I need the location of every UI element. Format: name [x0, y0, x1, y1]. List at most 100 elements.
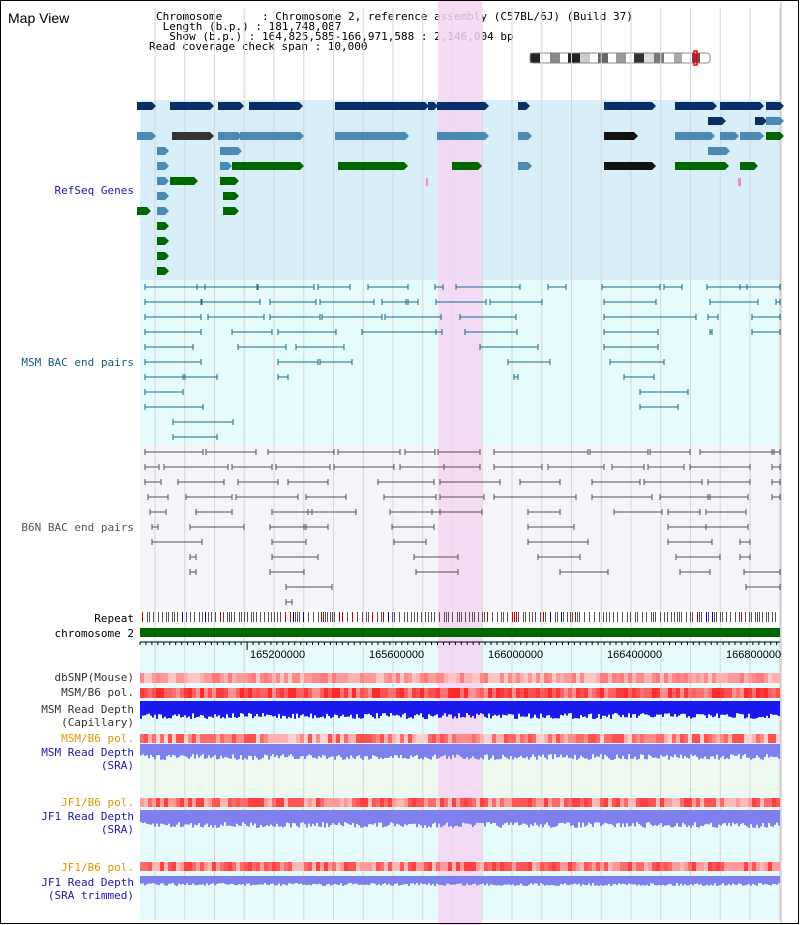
depth-bar	[584, 701, 586, 717]
depth-bar	[524, 744, 526, 759]
gene-strand-arrow	[235, 207, 239, 215]
depth-bar	[476, 744, 478, 760]
repeat-element	[686, 612, 687, 622]
depth-bar	[518, 701, 520, 714]
depth-bar	[240, 876, 242, 885]
heat-cell	[624, 688, 628, 698]
ideogram-band	[654, 53, 664, 63]
repeat-element	[444, 612, 445, 622]
depth-bar	[370, 701, 372, 716]
depth-bar	[658, 701, 660, 715]
depth-bar	[214, 876, 216, 886]
repeat-element	[394, 612, 395, 622]
repeat-element	[630, 612, 631, 622]
refseq-gene	[223, 192, 235, 200]
depth-bar	[380, 876, 382, 886]
depth-bar	[530, 744, 532, 758]
depth-bar	[666, 744, 668, 755]
depth-bar	[752, 701, 754, 719]
depth-bar	[380, 701, 382, 716]
depth-bar	[144, 876, 146, 886]
ideogram-band	[626, 53, 634, 63]
depth-bar	[374, 876, 376, 884]
depth-bar	[310, 810, 312, 827]
heat-cell	[640, 688, 644, 698]
heat-cell	[364, 734, 368, 743]
depth-bar	[440, 810, 442, 828]
heat-cell	[604, 734, 608, 743]
ideogram-position-marker[interactable]	[693, 50, 698, 66]
depth-bar	[688, 810, 690, 826]
depth-bar	[406, 744, 408, 759]
heat-cell	[720, 734, 724, 743]
heat-cell	[588, 798, 592, 807]
heat-cell	[580, 673, 584, 683]
depth-bar	[146, 810, 148, 824]
heat-cell	[560, 688, 564, 698]
depth-bar	[496, 744, 498, 760]
depth-bar	[700, 744, 702, 759]
heat-cell	[176, 673, 180, 683]
heat-cell	[772, 862, 776, 871]
depth-bar	[262, 744, 264, 758]
repeat-element	[327, 612, 328, 622]
heat-cell	[504, 734, 508, 743]
heat-cell	[216, 798, 220, 807]
depth-bar	[416, 701, 418, 715]
track-label-msm-bac[interactable]: MSM BAC end pairs	[0, 356, 134, 369]
heat-cell	[164, 862, 168, 871]
heat-cell	[500, 688, 504, 698]
depth-bar	[318, 876, 320, 884]
heat-cell	[740, 688, 744, 698]
depth-bar	[718, 744, 720, 760]
depth-bar	[690, 876, 692, 885]
depth-bar	[680, 810, 682, 827]
heat-cell	[708, 862, 712, 871]
heat-cell	[336, 673, 340, 683]
depth-bar	[610, 810, 612, 824]
depth-bar	[216, 744, 218, 760]
gene-strand-arrow	[652, 162, 656, 170]
depth-bar	[288, 810, 290, 824]
heat-cell	[688, 862, 692, 871]
depth-bar	[706, 810, 708, 824]
heat-cell	[256, 798, 260, 807]
heat-cell	[160, 688, 164, 698]
depth-bar	[222, 810, 224, 826]
depth-bar	[142, 810, 144, 824]
heat-cell	[724, 734, 728, 743]
depth-bar	[184, 701, 186, 716]
depth-bar	[506, 744, 508, 758]
heat-cell	[184, 734, 188, 743]
heat-cell	[196, 734, 200, 743]
heat-cell	[580, 862, 584, 871]
heat-cell	[360, 688, 364, 698]
heat-cell	[200, 688, 204, 698]
track-label-refseq[interactable]: RefSeq Genes	[0, 184, 134, 197]
repeat-element	[701, 612, 702, 622]
heat-cell	[688, 798, 692, 807]
depth-bar	[760, 744, 762, 760]
depth-bar	[280, 810, 282, 827]
depth-bar	[276, 810, 278, 824]
heat-cell	[384, 734, 388, 743]
depth-bar	[550, 876, 552, 886]
heat-cell	[500, 673, 504, 683]
heat-cell	[140, 862, 144, 871]
repeat-element	[172, 612, 173, 622]
heat-cell	[388, 673, 392, 683]
heat-cell	[148, 688, 152, 698]
depth-bar	[282, 810, 284, 828]
depth-bar	[310, 744, 312, 756]
heat-cell	[732, 734, 736, 743]
repeat-element	[613, 612, 614, 622]
depth-bar	[440, 744, 442, 757]
depth-bar	[458, 810, 460, 827]
heat-cell	[160, 734, 164, 743]
depth-bar	[678, 876, 680, 886]
track-label-b6n-bac[interactable]: B6N BAC end pairs	[0, 521, 134, 534]
chromosome-ideogram[interactable]	[528, 50, 714, 66]
heat-cell	[292, 862, 296, 871]
depth-bar	[256, 744, 258, 758]
gene-strand-arrow	[760, 102, 764, 110]
